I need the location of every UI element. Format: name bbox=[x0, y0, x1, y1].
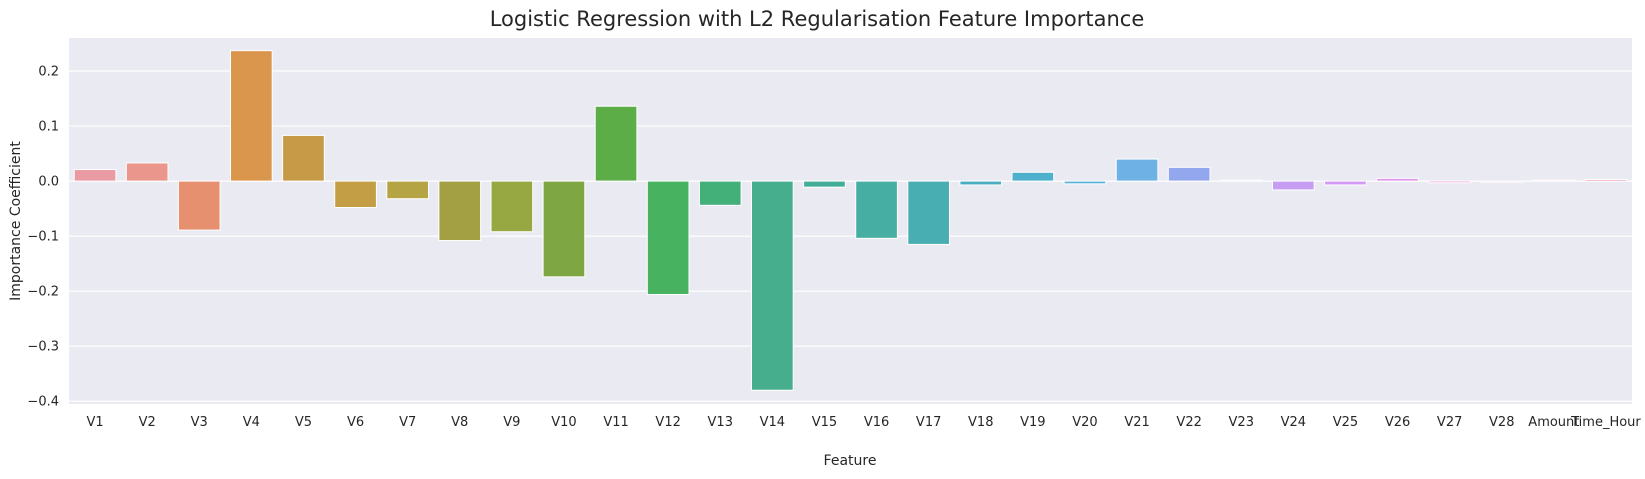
bars bbox=[73, 50, 1628, 391]
x-tick-labels: V1 V2 V3 V4 V5 V6 V7 V8 V9 V10 V11 V12 V13 V14 V15 V16 V… bbox=[86, 415, 1641, 430]
x-tick-label: V11 bbox=[603, 415, 628, 430]
bar-v1 bbox=[73, 169, 117, 182]
x-tick-label: V8 bbox=[451, 415, 468, 430]
bar-v2 bbox=[125, 162, 169, 182]
bar-v28 bbox=[1480, 180, 1524, 183]
bar-v27 bbox=[1428, 180, 1471, 184]
x-tick-label: V28 bbox=[1489, 415, 1514, 430]
y-tick-labels: −0.4 −0.3 −0.2 −0.1 0.0 0.1 0.2 bbox=[27, 65, 59, 410]
x-tick-label: V22 bbox=[1176, 415, 1201, 430]
bar-v19 bbox=[1011, 171, 1055, 182]
x-tick-label: V1 bbox=[86, 415, 103, 430]
x-tick-label: V16 bbox=[864, 415, 889, 430]
x-tick-label: V25 bbox=[1333, 415, 1358, 430]
x-tick-label: V14 bbox=[760, 415, 785, 430]
x-tick-label: V19 bbox=[1020, 415, 1045, 430]
bar-v25 bbox=[1324, 180, 1367, 186]
bar-v20 bbox=[1063, 180, 1107, 185]
bar-v4 bbox=[230, 50, 273, 182]
x-tick-label: V24 bbox=[1281, 415, 1306, 430]
x-tick-label: V4 bbox=[243, 415, 260, 430]
x-tick-label: V3 bbox=[191, 415, 208, 430]
y-tick-label: 0.1 bbox=[38, 120, 59, 135]
y-axis-title: Importance Coefficient bbox=[8, 141, 24, 301]
bar-v23 bbox=[1219, 179, 1263, 182]
x-tick-label: V12 bbox=[655, 415, 680, 430]
bar-time-hour bbox=[1584, 178, 1628, 182]
bar-v18 bbox=[959, 180, 1003, 186]
x-tick-label: V2 bbox=[139, 415, 156, 430]
x-tick-label: V27 bbox=[1437, 415, 1462, 430]
bar-v7 bbox=[386, 180, 429, 200]
x-tick-label: V21 bbox=[1124, 415, 1149, 430]
x-tick-label: V13 bbox=[708, 415, 733, 430]
chart-title: Logistic Regression with L2 Regularisati… bbox=[490, 7, 1145, 31]
y-tick-label: −0.3 bbox=[27, 340, 59, 355]
x-tick-label: V10 bbox=[551, 415, 576, 430]
x-axis-title: Feature bbox=[824, 453, 877, 469]
x-tick-label: V18 bbox=[968, 415, 993, 430]
y-tick-label: −0.1 bbox=[27, 230, 59, 245]
bar-v21 bbox=[1115, 158, 1159, 182]
x-tick-label: V15 bbox=[812, 415, 837, 430]
bar-v3 bbox=[177, 180, 221, 231]
bar-v5 bbox=[282, 134, 325, 182]
bar-v9 bbox=[490, 180, 534, 233]
bar-v8 bbox=[438, 180, 482, 242]
x-tick-label: V26 bbox=[1385, 415, 1410, 430]
x-tick-label: V6 bbox=[347, 415, 364, 430]
x-tick-label: Time_Hour bbox=[1570, 415, 1641, 430]
x-tick-label: V7 bbox=[399, 415, 416, 430]
plot-area bbox=[69, 38, 1632, 404]
bar-v17 bbox=[907, 180, 950, 245]
bar-v14 bbox=[751, 180, 794, 391]
bar-amount bbox=[1532, 179, 1576, 182]
x-tick-label: V20 bbox=[1072, 415, 1097, 430]
bar-v13 bbox=[698, 180, 742, 206]
bar-v22 bbox=[1167, 166, 1211, 182]
bar-v12 bbox=[646, 180, 690, 295]
x-tick-label: V17 bbox=[916, 415, 941, 430]
bar-v10 bbox=[542, 180, 586, 278]
x-tick-label: V23 bbox=[1229, 415, 1254, 430]
bar-v6 bbox=[334, 180, 377, 209]
bar-v16 bbox=[855, 180, 898, 239]
y-tick-label: 0.2 bbox=[38, 65, 59, 80]
x-tick-label: V9 bbox=[503, 415, 520, 430]
bar-v26 bbox=[1376, 177, 1419, 182]
y-tick-label: 0.0 bbox=[38, 175, 59, 190]
x-tick-label: V5 bbox=[295, 415, 312, 430]
y-tick-label: −0.4 bbox=[27, 395, 59, 410]
bar-v24 bbox=[1272, 180, 1315, 191]
y-tick-label: −0.2 bbox=[27, 285, 59, 300]
bar-v11 bbox=[594, 105, 638, 182]
bar-v15 bbox=[803, 180, 846, 188]
gridlines bbox=[69, 70, 1632, 402]
x-tick-label: Amount bbox=[1528, 415, 1579, 430]
